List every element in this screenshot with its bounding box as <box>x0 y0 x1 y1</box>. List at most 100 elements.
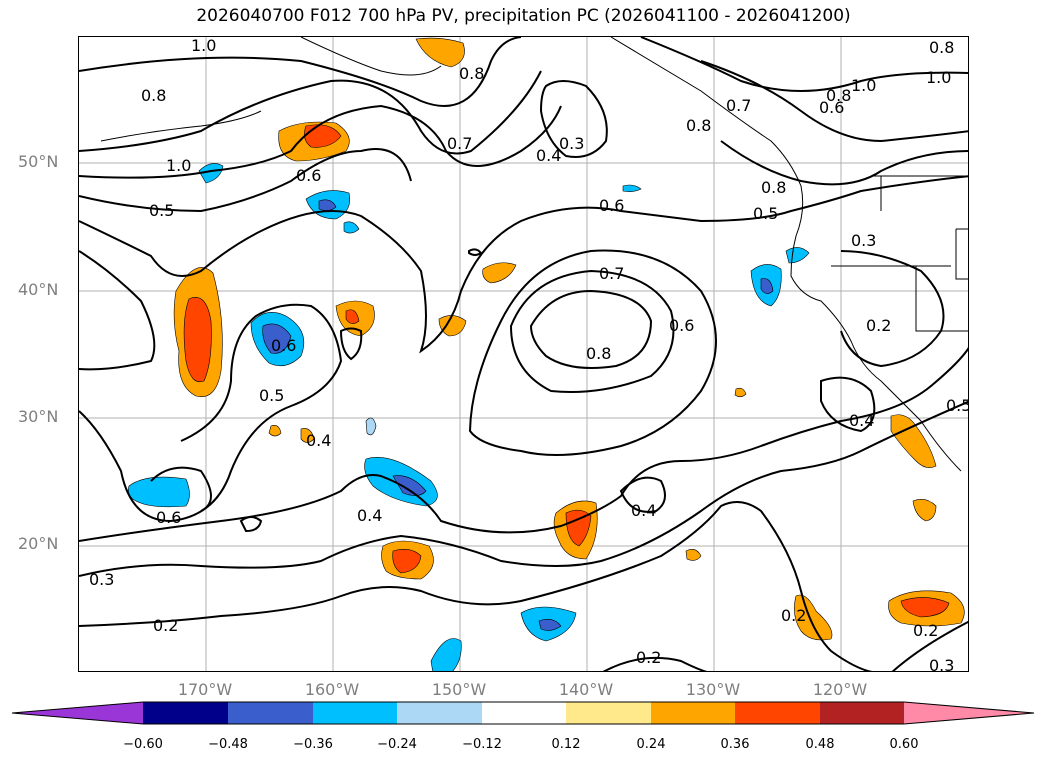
colorbar-tick-label: 0.36 <box>720 737 750 752</box>
precip-positive-area <box>912 499 937 522</box>
precip-positive-area <box>794 594 833 641</box>
lon-label-160w: 160°W <box>304 680 360 699</box>
precip-negative-core <box>392 475 427 496</box>
colorbar-tick-label: 0.48 <box>805 737 835 752</box>
precip-positive-area <box>734 387 747 398</box>
colorbar-tick-label: −0.36 <box>293 737 333 752</box>
lat-label-20n: 20°N <box>18 534 59 553</box>
contour-label: 0.2 <box>636 648 661 667</box>
precip-positive-core <box>304 124 342 148</box>
map-canvas: 1.0 0.8 1.0 0.5 0.6 0.7 0.8 0.4 0.3 0.6 … <box>79 37 969 672</box>
contour-label: 0.4 <box>849 411 874 430</box>
colorbar-segment <box>820 702 904 724</box>
precip-positive-core <box>345 309 360 324</box>
precip-positive-area <box>438 315 467 337</box>
precip-positive-core <box>565 509 592 547</box>
precip-positive-area <box>890 414 937 468</box>
colorbar-tick-label: 0.60 <box>889 737 919 752</box>
lat-label-40n: 40°N <box>18 280 59 299</box>
lon-label-120w: 120°W <box>812 680 868 699</box>
contour-label: 0.8 <box>761 178 786 197</box>
contour-label: 0.7 <box>599 264 624 283</box>
precip-shading <box>128 37 965 671</box>
colorbar-segment <box>313 702 397 724</box>
precip-negative-area <box>343 221 360 234</box>
map-area: 1.0 0.8 1.0 0.5 0.6 0.7 0.8 0.4 0.3 0.6 … <box>78 36 969 672</box>
precip-positive-area <box>300 428 315 443</box>
precip-negative-core <box>760 278 774 294</box>
contour-label: 0.7 <box>726 96 751 115</box>
lat-label-50n: 50°N <box>18 152 59 171</box>
contour-label: 0.8 <box>826 86 851 105</box>
colorbar <box>11 701 1035 725</box>
precip-positive-area <box>415 37 465 68</box>
colorbar-tick-label: −0.12 <box>462 737 502 752</box>
contour-label: 1.0 <box>851 76 876 95</box>
precip-negative-area <box>622 184 642 192</box>
colorbar-segment <box>482 702 566 724</box>
precip-positive-area <box>482 262 517 284</box>
contour-label: 0.3 <box>851 231 876 250</box>
contour-label: 0.6 <box>669 316 694 335</box>
contour-label: 0.8 <box>459 64 484 83</box>
contour-labels: 1.0 0.8 1.0 0.5 0.6 0.7 0.8 0.4 0.3 0.6 … <box>89 37 969 672</box>
contour-label: 0.2 <box>781 606 806 625</box>
precip-positive-area <box>685 549 702 561</box>
colorbar-segment <box>12 702 143 724</box>
contour-label: 0.4 <box>536 146 561 165</box>
contour-label: 0.8 <box>686 116 711 135</box>
colorbar-segment <box>735 702 820 724</box>
contour-label: 0.4 <box>306 431 331 450</box>
contour-label: 0.6 <box>156 508 181 527</box>
contour-label: 1.0 <box>166 156 191 175</box>
colorbar-tick-label: 0.24 <box>636 737 666 752</box>
lat-label-30n: 30°N <box>18 407 59 426</box>
precip-negative-area <box>785 247 810 264</box>
precip-positive-core <box>392 549 422 574</box>
lon-label-140w: 140°W <box>558 680 614 699</box>
precip-positive-area <box>268 425 282 437</box>
colorbar-segment <box>651 702 735 724</box>
precip-negative-area <box>365 417 377 436</box>
colorbar-segment <box>904 702 1034 724</box>
colorbar-segment <box>566 702 651 724</box>
contour-label: 1.0 <box>926 68 951 87</box>
contour-label: 0.2 <box>866 316 891 335</box>
contour-label: 0.5 <box>259 386 284 405</box>
precip-negative-core <box>318 199 337 211</box>
contour-label: 0.2 <box>153 616 178 635</box>
precip-negative-area <box>430 638 462 671</box>
precip-positive-core <box>183 297 212 383</box>
precip-negative-core <box>538 619 562 631</box>
colorbar-tick-label: −0.48 <box>208 737 248 752</box>
contour-label: 0.8 <box>586 344 611 363</box>
page-title: 2026040700 F012 700 hPa PV, precipitatio… <box>196 6 851 26</box>
contour-label: 0.4 <box>631 501 656 520</box>
contour-label: 0.5 <box>149 201 174 220</box>
contour-label: 0.3 <box>929 656 954 672</box>
contour-label: 0.5 <box>946 396 969 415</box>
contour-label: 0.2 <box>913 621 938 640</box>
contour-label: 0.8 <box>929 38 954 57</box>
lon-label-150w: 150°W <box>431 680 487 699</box>
contour-label: 0.3 <box>89 570 114 589</box>
contour-label: 0.6 <box>271 336 296 355</box>
precip-negative-core <box>262 323 292 354</box>
colorbar-outline <box>11 701 1035 725</box>
pv-contours <box>79 37 968 671</box>
colorbar-tick-label: −0.24 <box>377 737 417 752</box>
lon-label-130w: 130°W <box>685 680 741 699</box>
contour-label: 1.0 <box>191 37 216 55</box>
precip-negative-area <box>198 163 224 184</box>
contour-label: 0.6 <box>296 166 321 185</box>
colorbar-segment <box>228 702 313 724</box>
contour-label: 0.5 <box>753 204 778 223</box>
contour-label: 0.8 <box>141 86 166 105</box>
contour-label: 0.3 <box>559 134 584 153</box>
colorbar-tick-label: −0.60 <box>123 737 163 752</box>
precip-negative-area <box>128 476 190 508</box>
contour-label: 0.6 <box>599 196 624 215</box>
contour-label: 0.6 <box>819 98 844 117</box>
colorbar-segment <box>143 702 228 724</box>
colorbar-tick-label: 0.12 <box>551 737 581 752</box>
